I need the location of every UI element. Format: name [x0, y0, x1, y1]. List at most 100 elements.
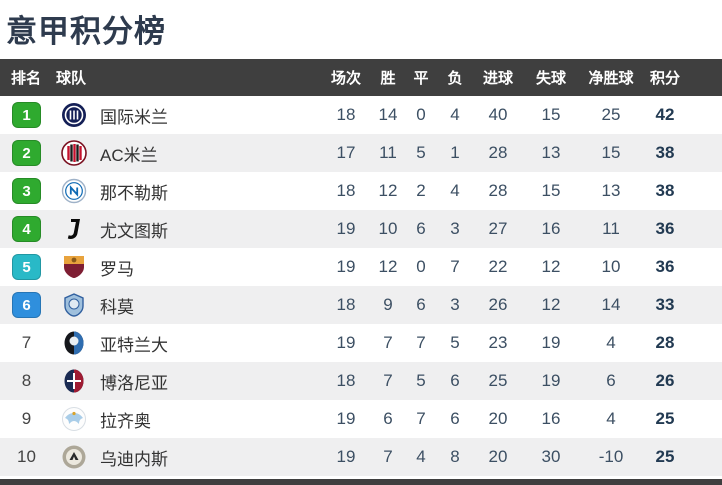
goals-for-value: 40	[488, 105, 508, 124]
rank-badge: 1	[12, 102, 41, 128]
draw-value: 6	[416, 295, 426, 314]
table-row: 7 亚特兰大 19 7 7 5 23 19 4 28	[0, 324, 722, 362]
table-row: 3 那不勒斯 18 12 2 4 28 15 13 38	[0, 172, 722, 210]
played-value: 18	[336, 371, 356, 390]
team-name[interactable]: 罗马	[100, 259, 134, 279]
goal-diff-value: 6	[606, 371, 616, 390]
win-value: 14	[378, 105, 398, 124]
header-played: 场次	[330, 70, 361, 87]
page-title: 意甲积分榜	[6, 14, 166, 49]
next-section-divider	[0, 479, 722, 485]
loss-value: 4	[450, 181, 460, 200]
rank-badge: 2	[12, 140, 41, 166]
goals-for-value: 28	[488, 143, 508, 162]
loss-value: 8	[450, 447, 460, 466]
goal-diff-value: 11	[602, 219, 620, 238]
team-name[interactable]: AC米兰	[100, 145, 158, 165]
goal-diff-value: 25	[601, 105, 621, 124]
header-points: 积分	[649, 70, 680, 87]
draw-value: 5	[416, 371, 426, 390]
goals-against-value: 12	[541, 295, 561, 314]
loss-value: 6	[450, 409, 460, 428]
points-value: 25	[655, 409, 675, 428]
goals-against-value: 30	[541, 447, 561, 466]
napoli-logo	[61, 178, 87, 204]
win-value: 6	[383, 409, 393, 428]
goal-diff-value: 4	[606, 333, 616, 352]
team-name[interactable]: 国际米兰	[100, 107, 168, 127]
header-rank: 排名	[11, 70, 42, 87]
goals-for-value: 22	[488, 257, 508, 276]
header-goals-against: 失球	[535, 70, 566, 87]
goal-diff-value: 15	[601, 143, 621, 162]
table-row: 4 尤文图斯 19 10 6 3 27 16 11 36	[0, 210, 722, 248]
points-value: 25	[655, 447, 675, 466]
points-value: 38	[655, 181, 675, 200]
rank-number: 7	[21, 333, 32, 352]
points-value: 36	[655, 219, 675, 238]
win-value: 9	[383, 295, 393, 314]
played-value: 17	[336, 143, 356, 162]
win-value: 7	[383, 371, 393, 390]
team-name[interactable]: 亚特兰大	[100, 335, 168, 355]
win-value: 11	[379, 143, 397, 162]
points-value: 36	[655, 257, 675, 276]
rank-badge: 3	[12, 178, 41, 204]
draw-value: 6	[416, 219, 426, 238]
team-name[interactable]: 拉齐奥	[100, 411, 151, 431]
table-row: 9 拉齐奥 19 6 7 6 20 16 4 25	[0, 400, 722, 438]
team-name[interactable]: 科莫	[100, 297, 134, 317]
team-name[interactable]: 那不勒斯	[100, 183, 168, 203]
draw-value: 7	[416, 409, 426, 428]
table-row: 1 国际米兰 18 14 0 4 40 15 25 42	[0, 96, 722, 134]
goals-against-value: 15	[541, 181, 561, 200]
goals-for-value: 20	[488, 447, 508, 466]
goals-against-value: 19	[541, 333, 561, 352]
played-value: 19	[336, 447, 356, 466]
played-value: 19	[336, 219, 356, 238]
played-value: 19	[336, 257, 356, 276]
loss-value: 6	[450, 371, 460, 390]
goal-diff-value: 14	[601, 295, 621, 314]
header-team: 球队	[56, 70, 87, 87]
rank-number: 8	[21, 371, 32, 390]
rank-badge: 6	[12, 292, 41, 318]
table-row: 6 科莫 18 9 6 3 26 12 14 33	[0, 286, 722, 324]
rank-number: 9	[21, 409, 32, 428]
goals-against-value: 12	[541, 257, 561, 276]
win-value: 12	[378, 181, 398, 200]
draw-value: 4	[416, 447, 426, 466]
played-value: 18	[336, 105, 356, 124]
lazio-logo	[62, 407, 86, 431]
table-row: 8 博洛尼亚 18 7 5 6 25 19 6 26	[0, 362, 722, 400]
header-goal-diff: 净胜球	[588, 70, 634, 87]
loss-value: 5	[450, 333, 460, 352]
win-value: 10	[378, 219, 398, 238]
points-value: 26	[655, 371, 675, 390]
goal-diff-value: 13	[601, 181, 621, 200]
team-name[interactable]: 乌迪内斯	[100, 449, 168, 469]
win-value: 7	[383, 333, 393, 352]
goals-against-value: 19	[541, 371, 561, 390]
points-value: 42	[655, 105, 675, 124]
points-value: 33	[655, 295, 675, 314]
played-value: 18	[336, 181, 356, 200]
team-name[interactable]: 尤文图斯	[100, 221, 168, 241]
played-value: 19	[336, 409, 356, 428]
draw-value: 7	[416, 333, 426, 352]
goal-diff-value: 4	[606, 409, 616, 428]
rank-badge: 5	[12, 254, 41, 280]
goals-for-value: 20	[488, 409, 508, 428]
atalanta-logo	[64, 331, 84, 355]
goals-for-value: 28	[488, 181, 508, 200]
goals-for-value: 27	[488, 219, 508, 238]
table-row: 10 乌迪内斯 19 7 4 8 20 30 -10 25	[0, 438, 722, 476]
goals-against-value: 13	[541, 143, 561, 162]
rank-badge: 4	[12, 216, 41, 242]
table-row: 5 罗马 19 12 0 7 22 12 10 36	[0, 248, 722, 286]
header-draw: 平	[413, 70, 429, 87]
draw-value: 0	[416, 257, 426, 276]
team-name[interactable]: 博洛尼亚	[100, 373, 168, 393]
roma-logo	[64, 256, 84, 278]
loss-value: 7	[450, 257, 460, 276]
